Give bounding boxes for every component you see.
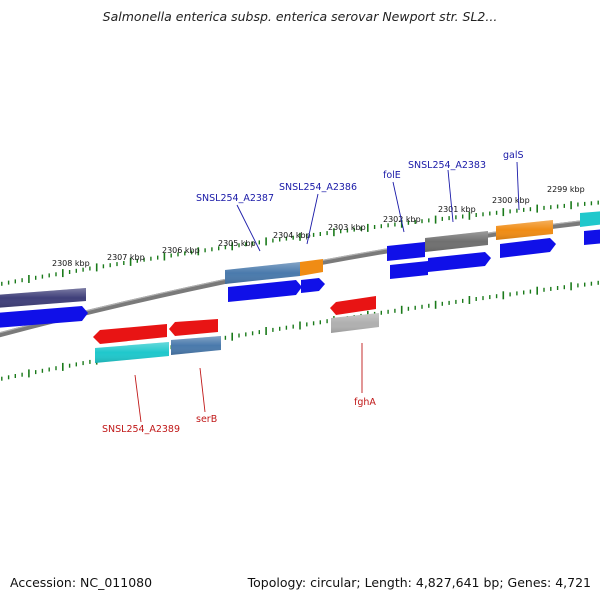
gene-label-snsl254-a2386[interactable]: SNSL254_A2386 (279, 182, 357, 193)
accession-text: Accession: NC_011080 (10, 575, 153, 590)
bottom-leaders (134, 343, 363, 423)
tick-label: 2307 kbp (107, 253, 145, 262)
feature-arrow[interactable] (390, 261, 428, 279)
feature-block[interactable] (387, 242, 425, 261)
map-title: Salmonella enterica subsp. enterica sero… (102, 9, 498, 24)
tick-label: 2300 kbp (492, 196, 530, 205)
gene-label-fole[interactable]: folE (383, 170, 401, 181)
gene-label-gals[interactable]: galS (503, 150, 524, 161)
feature-arrow[interactable] (584, 229, 600, 245)
feature-arrow[interactable] (301, 278, 325, 293)
tick-label: 2303 kbp (328, 223, 366, 232)
tick-labels: 2299 kbp 2300 kbp 2301 kbp 2302 kbp 2303… (52, 185, 585, 268)
feature-arrow[interactable] (169, 319, 218, 336)
feature-block[interactable] (580, 211, 600, 227)
tick-label: 2305 kbp (218, 239, 256, 248)
tick-label: 2304 kbp (273, 231, 311, 240)
feature-arrow[interactable] (228, 280, 302, 302)
gene-label-snsl254-a2383[interactable]: SNSL254_A2383 (408, 160, 486, 171)
topology-text: Topology: circular; Length: 4,827,641 bp… (247, 575, 591, 590)
lower-tick-track (1, 280, 599, 381)
feature-arrow[interactable] (428, 252, 491, 272)
tick-label: 2299 kbp (547, 185, 585, 194)
feature-arrow[interactable] (0, 306, 88, 328)
top-gene-labels: galS SNSL254_A2383 folE SNSL254_A2386 SN… (196, 150, 524, 204)
upper-tick-track (1, 200, 599, 286)
tick-label: 2308 kbp (52, 259, 90, 268)
feature-gloss (0, 220, 553, 363)
top-leaders (236, 161, 520, 252)
tick-label: 2302 kbp (383, 215, 421, 224)
bottom-gene-labels: fghA serB SNSL254_A2389 (102, 397, 376, 435)
feature-arrow[interactable] (500, 238, 556, 258)
tick-label: 2306 kbp (162, 246, 200, 255)
gene-label-fgha[interactable]: fghA (354, 397, 376, 408)
feature-arrow[interactable] (330, 296, 376, 315)
gene-label-snsl254-a2387[interactable]: SNSL254_A2387 (196, 193, 274, 204)
gene-label-snsl254-a2389[interactable]: SNSL254_A2389 (102, 424, 180, 435)
feature-arrow[interactable] (93, 324, 167, 344)
tick-label: 2301 kbp (438, 205, 476, 214)
feature-block[interactable] (300, 259, 323, 276)
gene-label-serb[interactable]: serB (196, 414, 217, 425)
